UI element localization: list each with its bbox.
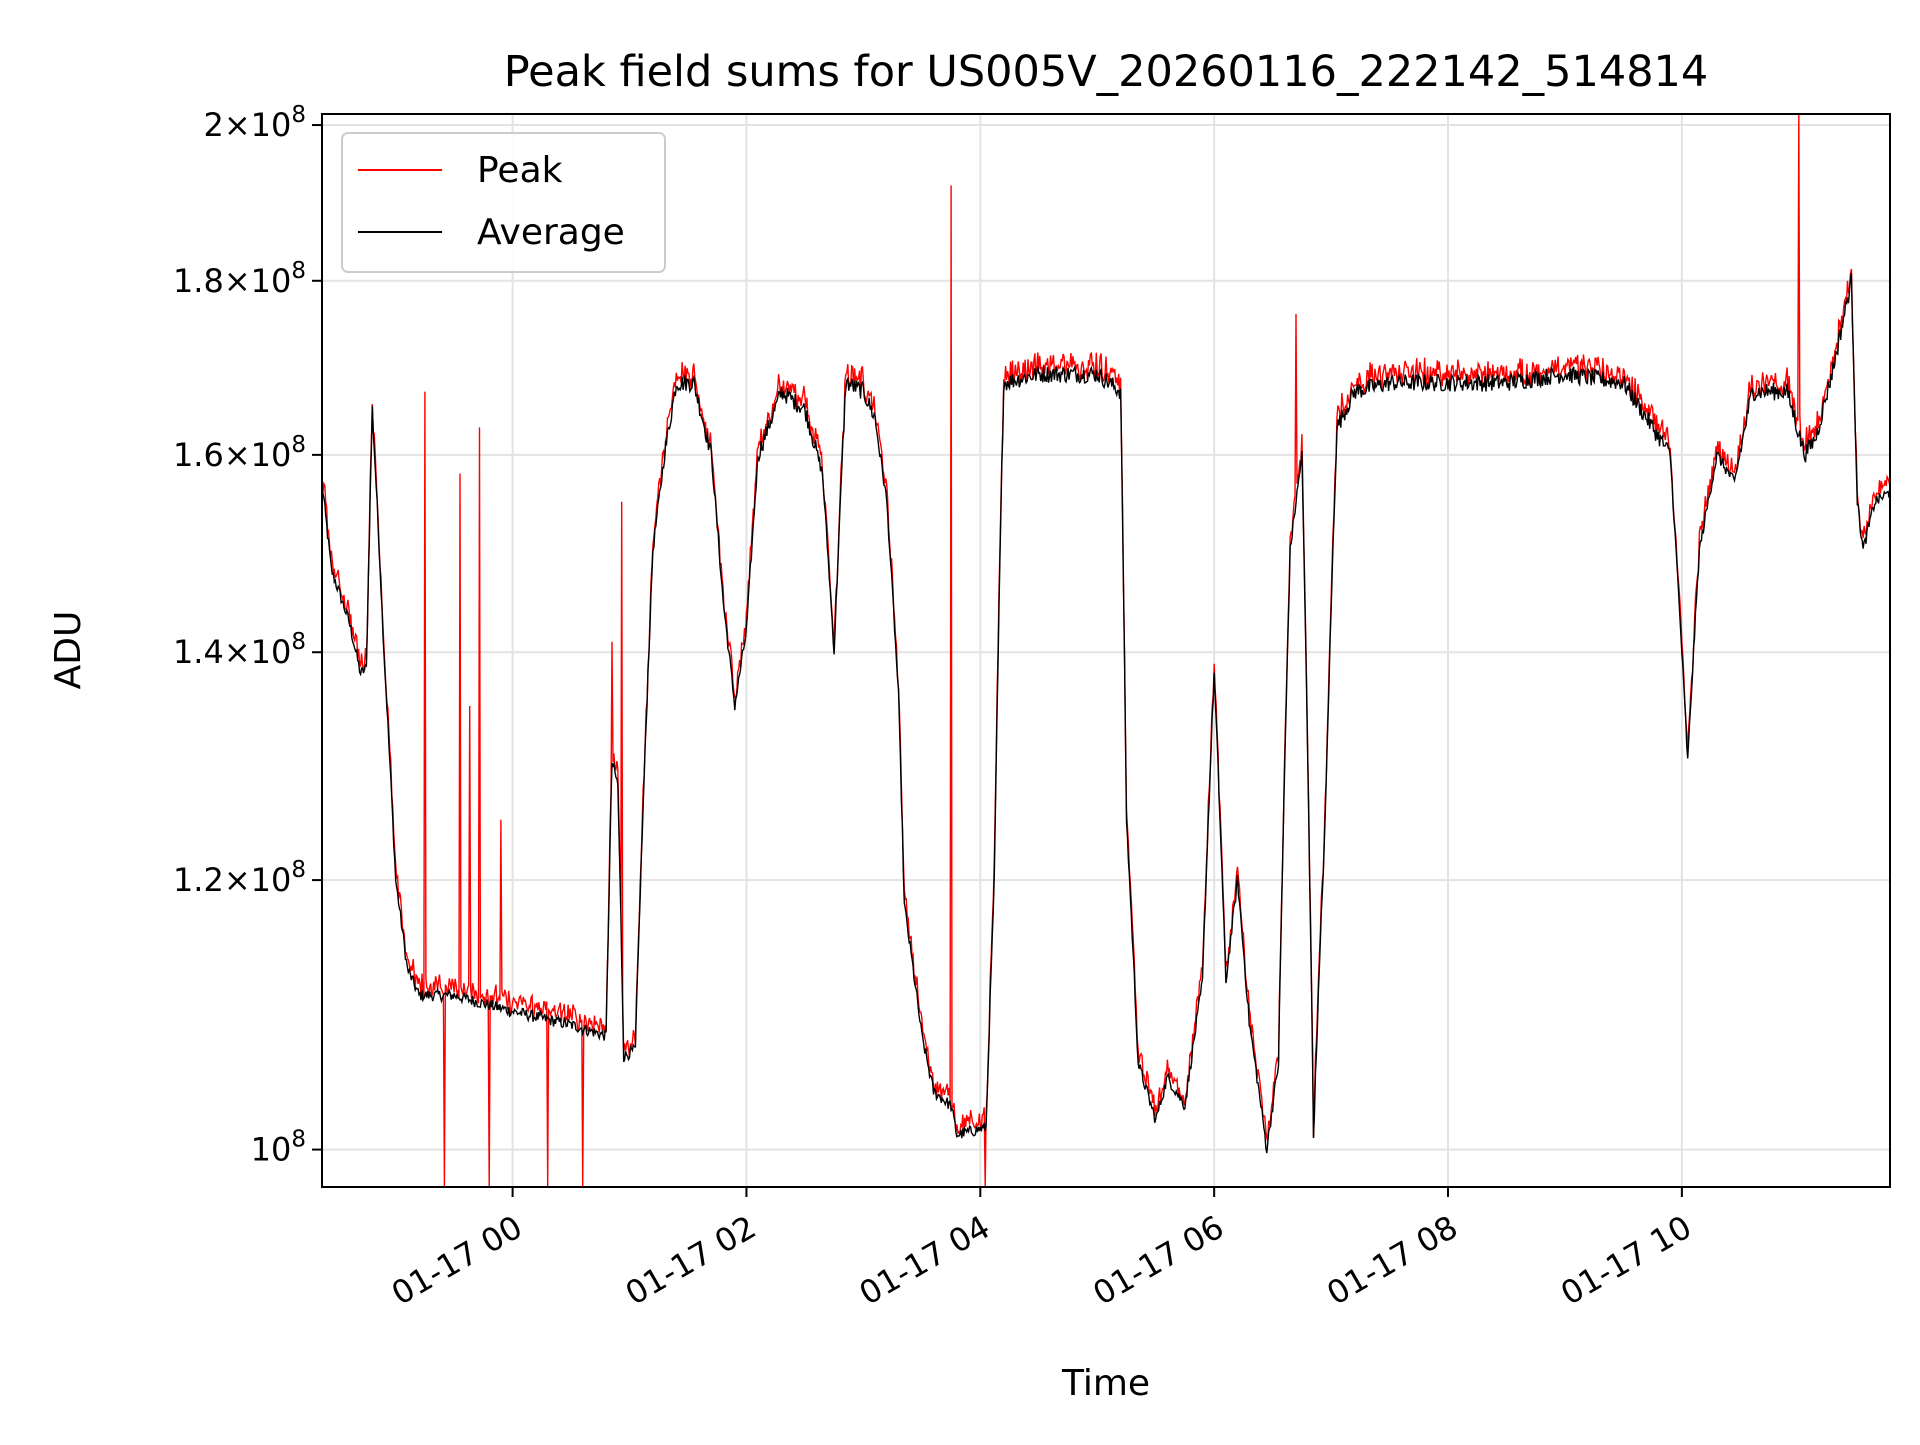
series-line-peak: [321, 113, 1891, 1188]
y-tick-base: 10: [251, 1131, 292, 1169]
chart-title: Peak field sums for US005V_20260116_2221…: [504, 47, 1709, 97]
y-tick-label: 1.2×108: [173, 857, 306, 899]
y-tick-exponent: 8: [291, 258, 306, 284]
y-tick-base: 1.4×10: [173, 633, 291, 671]
x-axis-label: Time: [1061, 1363, 1150, 1404]
y-tick-exponent: 8: [291, 857, 306, 883]
y-tick-base: 1.2×10: [173, 861, 291, 899]
series-line-average: [321, 272, 1891, 1154]
y-tick-exponent: 8: [291, 629, 306, 655]
y-tick-base: 1.8×10: [173, 262, 291, 300]
y-tick-base: 2×10: [203, 106, 291, 144]
plot-frame: [321, 113, 1891, 1188]
legend-box: [341, 132, 666, 273]
legend-label-peak: Peak: [477, 150, 563, 191]
y-axis-label: ADU: [48, 611, 89, 690]
y-tick-exponent: 8: [291, 1127, 306, 1153]
y-tick-base: 1.6×10: [173, 436, 291, 474]
y-tick-label: 1.4×108: [173, 629, 306, 671]
y-tick-exponent: 8: [291, 432, 306, 458]
series-group: [321, 113, 1891, 1188]
gridlines: [322, 114, 1890, 1187]
y-tick-label: 1.6×108: [173, 432, 306, 474]
y-tick-label: 108: [251, 1127, 306, 1169]
y-tick-label: 1.8×108: [173, 258, 306, 300]
y-tick-exponent: 8: [291, 102, 306, 128]
y-tick-label: 2×108: [203, 102, 306, 144]
legend-label-average: Average: [477, 212, 625, 253]
legend: Peak Average: [341, 132, 666, 273]
